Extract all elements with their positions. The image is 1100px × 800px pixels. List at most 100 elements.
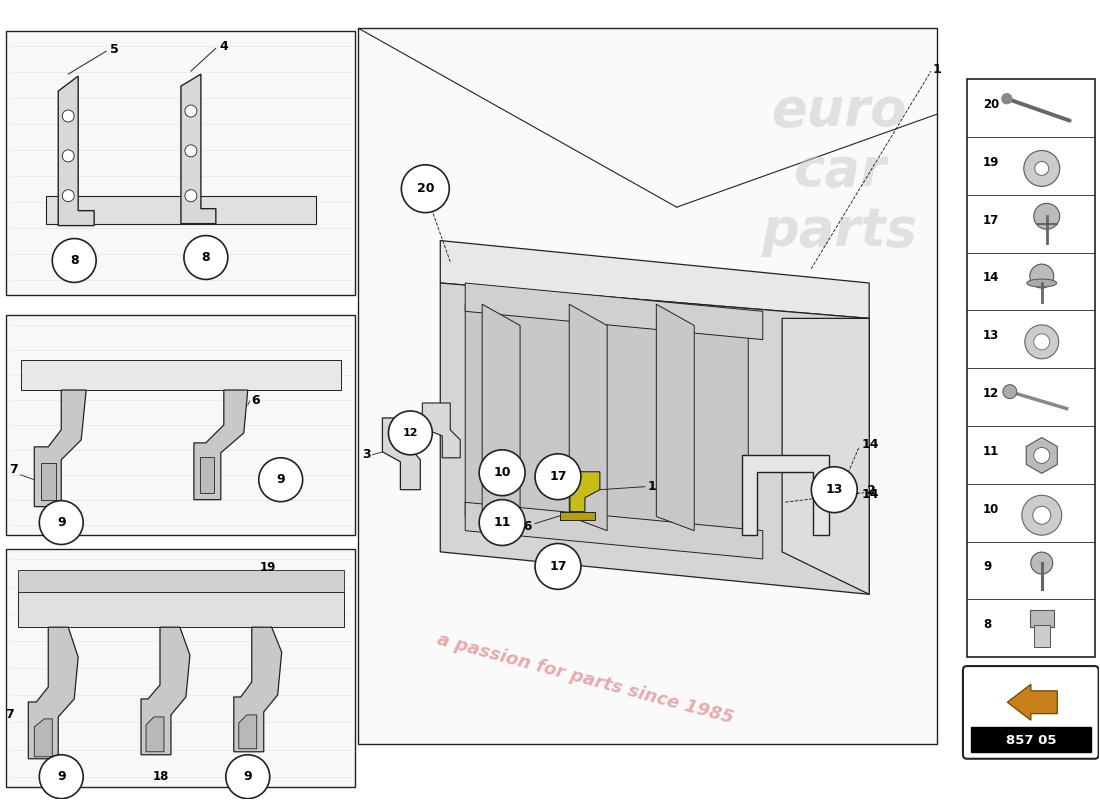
Circle shape bbox=[1033, 506, 1050, 524]
Circle shape bbox=[185, 145, 197, 157]
Polygon shape bbox=[782, 318, 869, 594]
Polygon shape bbox=[29, 627, 78, 758]
Text: euro
car
parts: euro car parts bbox=[761, 85, 917, 257]
Bar bbox=[7, 315, 355, 534]
Text: 6: 6 bbox=[251, 394, 260, 406]
Circle shape bbox=[1031, 552, 1053, 574]
Polygon shape bbox=[194, 390, 248, 500]
Circle shape bbox=[1002, 94, 1012, 104]
Ellipse shape bbox=[1026, 279, 1057, 287]
Text: 9: 9 bbox=[983, 561, 991, 574]
Polygon shape bbox=[465, 304, 748, 542]
Circle shape bbox=[1022, 495, 1062, 535]
Text: 13: 13 bbox=[983, 330, 999, 342]
Polygon shape bbox=[180, 74, 216, 224]
Circle shape bbox=[40, 501, 84, 545]
Text: 8: 8 bbox=[201, 251, 210, 264]
Polygon shape bbox=[741, 455, 829, 534]
Circle shape bbox=[1024, 150, 1059, 186]
Circle shape bbox=[40, 754, 84, 798]
Circle shape bbox=[63, 190, 74, 202]
Bar bbox=[7, 550, 355, 786]
Text: 12: 12 bbox=[983, 387, 999, 400]
Text: 17: 17 bbox=[549, 470, 566, 483]
Bar bbox=[19, 592, 343, 627]
Text: 4: 4 bbox=[220, 40, 229, 53]
Polygon shape bbox=[465, 502, 762, 559]
Text: a passion for parts since 1985: a passion for parts since 1985 bbox=[434, 630, 735, 727]
Circle shape bbox=[258, 458, 303, 502]
Text: 7: 7 bbox=[10, 463, 19, 476]
Circle shape bbox=[402, 165, 449, 213]
Circle shape bbox=[535, 454, 581, 500]
Circle shape bbox=[480, 500, 525, 546]
Bar bbox=[7, 31, 355, 295]
Polygon shape bbox=[440, 241, 869, 318]
Text: 9: 9 bbox=[57, 516, 66, 529]
Text: 12: 12 bbox=[403, 428, 418, 438]
Bar bbox=[1030, 610, 1054, 627]
Bar bbox=[971, 727, 1090, 752]
Polygon shape bbox=[556, 472, 600, 512]
Polygon shape bbox=[383, 418, 420, 490]
Circle shape bbox=[535, 543, 581, 590]
Text: 1: 1 bbox=[933, 62, 942, 76]
Polygon shape bbox=[200, 457, 213, 493]
Text: 20: 20 bbox=[417, 182, 434, 195]
Circle shape bbox=[184, 235, 228, 279]
Polygon shape bbox=[42, 462, 56, 500]
Text: 9: 9 bbox=[243, 770, 252, 783]
Bar bbox=[359, 28, 937, 744]
Text: 9: 9 bbox=[57, 770, 66, 783]
Circle shape bbox=[185, 190, 197, 202]
Circle shape bbox=[63, 110, 74, 122]
Text: 13: 13 bbox=[826, 483, 843, 496]
Text: 20: 20 bbox=[983, 98, 999, 111]
Text: 9: 9 bbox=[276, 474, 285, 486]
Bar bbox=[967, 79, 1094, 657]
Text: 3: 3 bbox=[362, 448, 371, 462]
Circle shape bbox=[1034, 447, 1049, 463]
Polygon shape bbox=[422, 403, 460, 458]
Circle shape bbox=[1003, 385, 1016, 398]
Polygon shape bbox=[141, 627, 190, 754]
Text: 857 05: 857 05 bbox=[1005, 734, 1056, 747]
Text: 17: 17 bbox=[983, 214, 999, 226]
Text: 16: 16 bbox=[516, 520, 534, 533]
Text: 11: 11 bbox=[983, 445, 999, 458]
Circle shape bbox=[480, 450, 525, 496]
Text: 14: 14 bbox=[983, 271, 999, 285]
Polygon shape bbox=[1008, 684, 1057, 720]
Circle shape bbox=[1035, 162, 1048, 175]
Text: 11: 11 bbox=[494, 516, 510, 529]
Text: 18: 18 bbox=[153, 770, 169, 783]
Polygon shape bbox=[239, 715, 256, 749]
Polygon shape bbox=[440, 283, 869, 594]
Circle shape bbox=[812, 466, 857, 513]
Polygon shape bbox=[58, 76, 95, 226]
Polygon shape bbox=[482, 304, 520, 530]
Circle shape bbox=[1034, 203, 1059, 230]
Bar bbox=[21, 360, 341, 390]
Bar bbox=[1034, 625, 1049, 646]
Text: 5: 5 bbox=[110, 42, 119, 56]
Circle shape bbox=[226, 754, 270, 798]
Circle shape bbox=[388, 411, 432, 455]
Polygon shape bbox=[465, 283, 762, 340]
Text: 7: 7 bbox=[6, 709, 14, 722]
FancyBboxPatch shape bbox=[962, 666, 1099, 758]
Text: 19: 19 bbox=[983, 156, 999, 169]
Circle shape bbox=[1025, 325, 1058, 358]
Bar bbox=[19, 570, 343, 592]
Text: 8: 8 bbox=[70, 254, 78, 267]
Text: 10: 10 bbox=[983, 502, 999, 516]
Polygon shape bbox=[34, 390, 86, 506]
Circle shape bbox=[185, 105, 197, 117]
Polygon shape bbox=[560, 512, 595, 519]
Text: 19: 19 bbox=[260, 561, 276, 574]
Circle shape bbox=[63, 150, 74, 162]
Polygon shape bbox=[234, 627, 282, 752]
Text: 17: 17 bbox=[549, 560, 566, 573]
Circle shape bbox=[1030, 264, 1054, 288]
Text: 14: 14 bbox=[861, 488, 879, 501]
